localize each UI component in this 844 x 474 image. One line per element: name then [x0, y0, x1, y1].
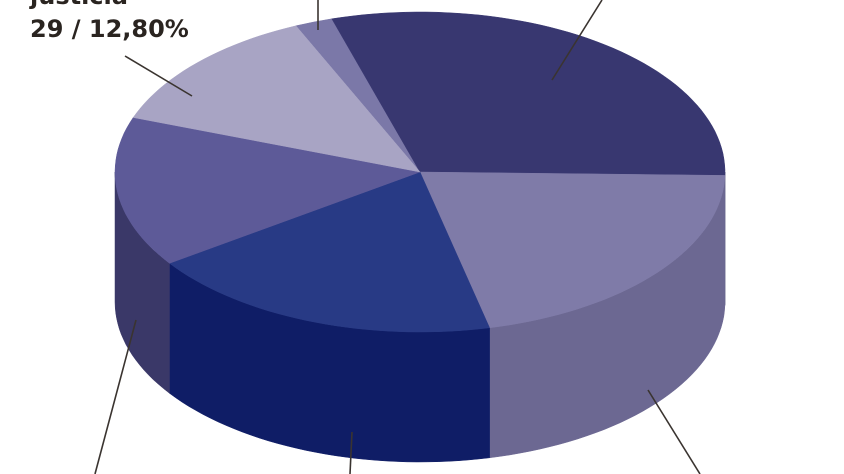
slice-value-label: 29 / 12,80%	[30, 15, 189, 43]
leader-line	[349, 431, 353, 474]
pie-slice	[132, 25, 421, 173]
slice-name: justicia	[29, 0, 128, 10]
leader-line	[124, 55, 193, 97]
pie-sides	[114, 171, 726, 463]
pie-slice	[331, 11, 726, 176]
pie-slice	[168, 171, 490, 333]
pie-tops	[114, 11, 726, 333]
leader-line	[551, 0, 603, 81]
leader-line	[94, 319, 137, 474]
pie-slice	[114, 117, 421, 264]
leader-line	[647, 389, 701, 474]
pie-slice	[419, 171, 726, 329]
labels: justicia 29 / 12,80%	[29, 0, 189, 43]
